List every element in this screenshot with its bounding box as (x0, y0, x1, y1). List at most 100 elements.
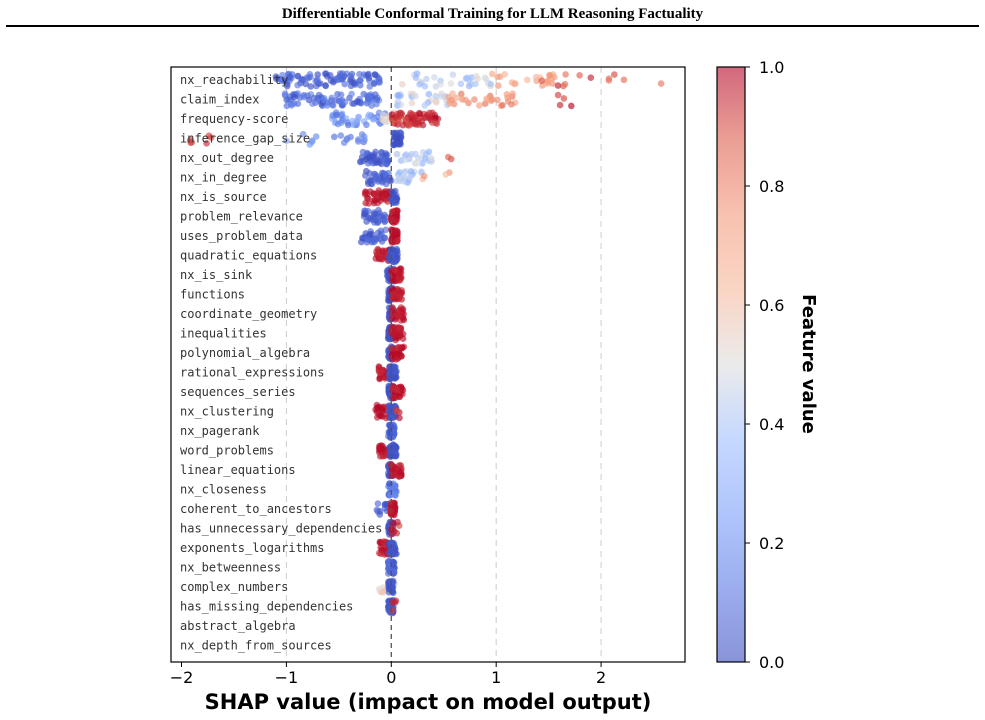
feature-label: sequences_series (180, 385, 296, 399)
shap-point (362, 188, 369, 195)
shap-point (437, 81, 444, 88)
shap-point (554, 82, 562, 89)
shap-point (366, 153, 374, 161)
shap-point (308, 138, 316, 146)
shap-point (504, 94, 511, 102)
x-axis: −2 −1 0 1 2 (170, 662, 606, 687)
shap-point (554, 91, 562, 99)
feature-label: frequency-score (180, 112, 288, 126)
shap-point (375, 187, 383, 194)
shap-point (291, 93, 298, 101)
colorbar-tick-label: 0.2 (759, 534, 784, 553)
shap-point (357, 158, 364, 165)
shap-point (378, 369, 385, 376)
shap-point (333, 75, 341, 82)
shap-point (425, 148, 433, 156)
shap-point (374, 500, 382, 507)
shap-point (546, 72, 553, 79)
shap-point (350, 80, 358, 87)
x-tick-label: 2 (596, 668, 606, 687)
shap-point (657, 80, 665, 87)
shap-point (387, 491, 394, 499)
shap-point (466, 77, 473, 84)
shap-point (358, 131, 366, 138)
shap-point (401, 156, 409, 164)
shap-point (341, 98, 349, 106)
shap-point (188, 139, 196, 146)
x-tick-label: 0 (386, 668, 396, 687)
shap-point (393, 237, 401, 245)
shap-point (299, 130, 307, 138)
page-header-title: Differentiable Conformal Training for LL… (281, 6, 704, 22)
shap-point (329, 102, 337, 109)
shap-point (327, 97, 335, 104)
shap-point (305, 74, 312, 82)
shap-point (372, 406, 379, 413)
shap-point (576, 72, 583, 79)
shap-point (398, 110, 406, 117)
shap-point (348, 90, 355, 98)
shap-point (395, 118, 403, 126)
shap-point (413, 160, 421, 167)
header-rule (6, 25, 979, 27)
shap-point (338, 116, 346, 124)
feature-label: word_problems (180, 444, 274, 458)
feature-label: nx_reachability (180, 73, 288, 87)
shap-point (363, 236, 371, 243)
shap-point (389, 351, 396, 359)
shap-point (380, 117, 388, 124)
feature-label: nx_is_source (180, 190, 267, 204)
shap-point (396, 350, 403, 357)
shap-point (495, 82, 502, 89)
shap-point (389, 607, 396, 614)
feature-label: rational_expressions (180, 366, 325, 380)
feature-label: linear_equations (180, 463, 296, 477)
shap-point (523, 76, 531, 84)
feature-label: inequalities (180, 327, 267, 341)
shap-point (605, 75, 613, 82)
shap-point (369, 237, 377, 244)
shap-point (392, 336, 399, 344)
feature-label: coordinate_geometry (180, 307, 317, 321)
shap-point (379, 407, 386, 414)
shap-point (362, 172, 369, 179)
shap-point (393, 213, 400, 220)
shap-point (367, 215, 374, 223)
shap-point (396, 269, 404, 277)
shap-point (508, 101, 515, 108)
shap-point (408, 99, 416, 107)
shap-point (543, 77, 551, 85)
shap-point (338, 75, 346, 82)
shap-point (509, 90, 516, 97)
colorbar-tick-label: 0.4 (759, 415, 784, 434)
colorbar-tick-label: 1.0 (759, 58, 784, 77)
shap-point (400, 316, 408, 324)
shap-point (333, 111, 340, 119)
shap-point (399, 305, 407, 313)
shap-point (361, 136, 368, 144)
colorbar-frame (716, 66, 746, 663)
shap-point (393, 150, 401, 158)
feature-label: nx_clustering (180, 405, 274, 419)
shap-point (556, 101, 564, 109)
shap-point (508, 79, 516, 86)
shap-point (396, 343, 403, 351)
x-tick-label: −1 (275, 668, 299, 687)
shap-point (347, 72, 355, 80)
shap-point (394, 386, 401, 394)
shap-point (379, 413, 386, 420)
shap-point (389, 277, 397, 284)
shap-point (343, 135, 351, 142)
shap-point (376, 453, 384, 460)
shap-point (395, 312, 403, 320)
shap-point (476, 102, 483, 109)
x-axis-title: SHAP value (impact on model output) (205, 690, 652, 714)
shap-point (382, 217, 389, 224)
shap-point (611, 71, 618, 78)
shap-point (382, 150, 390, 157)
shap-point (437, 93, 445, 100)
feature-label: nx_in_degree (180, 171, 267, 185)
shap-point (294, 72, 302, 80)
shap-point (425, 90, 433, 98)
